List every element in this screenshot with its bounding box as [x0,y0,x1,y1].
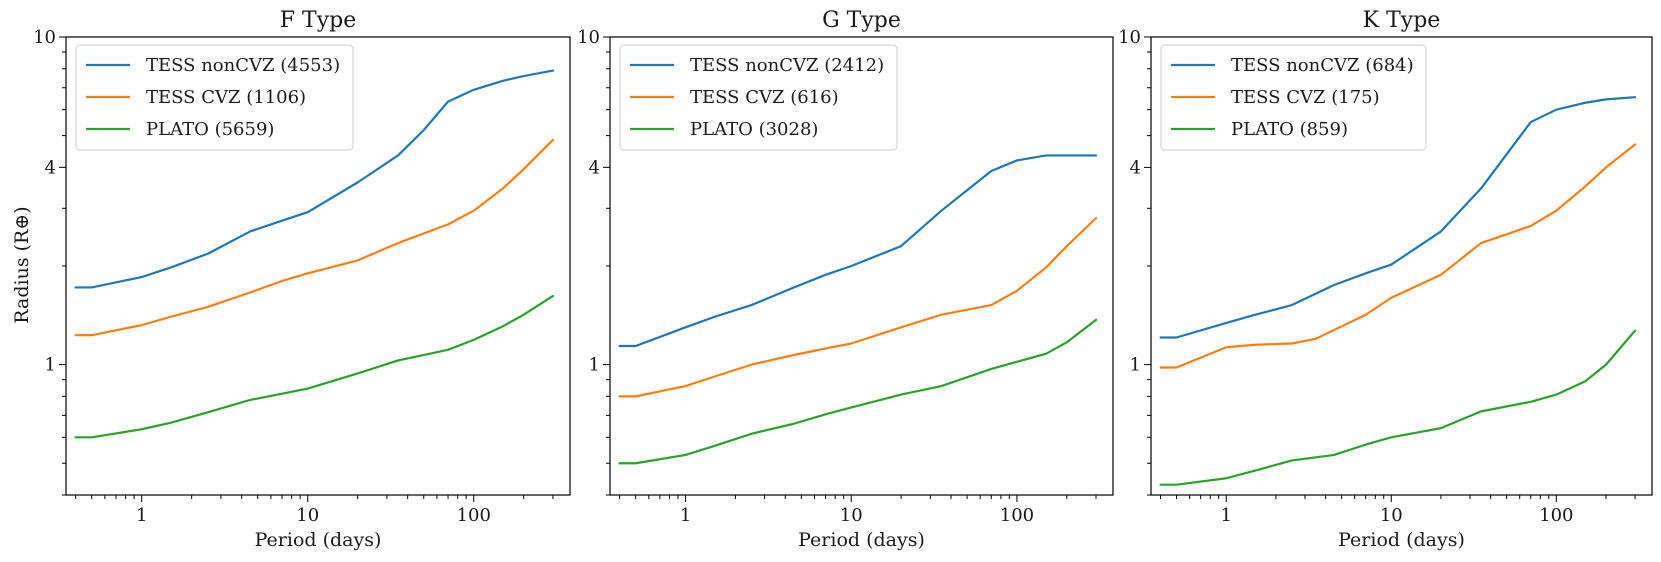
x-axis-label: Period (days) [1338,529,1465,551]
legend-label-2: TESS CVZ (616) [690,87,839,108]
series-line-2 [74,138,555,337]
x-tick-label: 10 [296,505,319,526]
series-line-3 [1159,329,1637,486]
y-axis-label: Radius (R⊕) [11,206,33,323]
y-tick-label: 10 [33,27,56,48]
series-line-1 [74,69,555,289]
legend-label-3: PLATO (3028) [690,119,818,140]
legend-label-1: TESS nonCVZ (684) [1231,55,1414,76]
chart-panel-3: 1 10 100 1 4 10 K Type Period (days) TESS nonCVZ… [1118,8,1653,551]
series-line-1 [618,154,1098,348]
legend-label-2: TESS CVZ (175) [1231,87,1380,108]
x-tick-label: 10 [840,505,863,526]
x-tick-label: 100 [1000,505,1034,526]
panel-title: K Type [1363,8,1441,33]
y-tick-label: 1 [1130,355,1141,376]
legend-label-2: TESS CVZ (1106) [146,87,306,108]
legend-label-1: TESS nonCVZ (2412) [690,55,884,76]
legend-label-3: PLATO (859) [1231,119,1348,140]
chart-panel-2: 1 10 100 1 4 10 G Type Period (days) TESS nonCVZ… [577,8,1114,551]
x-axis-label: Period (days) [255,529,382,551]
series-line-2 [1159,143,1637,369]
chart-panel-1: 1 10 100 1 4 10 F Type Period (days) TESS nonCVZ… [33,8,571,551]
legend-label-1: TESS nonCVZ (4553) [146,55,340,76]
x-tick-label: 10 [1380,505,1403,526]
series-line-3 [618,318,1098,465]
y-tick-label: 4 [1130,157,1141,178]
y-tick-label: 4 [45,157,56,178]
x-tick-label: 100 [457,505,491,526]
series-line-1 [1159,96,1637,339]
legend-box [619,44,898,151]
panel-title: G Type [822,8,901,33]
series-line-2 [618,217,1098,398]
legend-box [75,44,354,151]
legend-box [1160,44,1427,151]
y-tick-label: 10 [1118,27,1141,48]
x-tick-label: 100 [1539,505,1573,526]
y-tick-label: 1 [589,355,600,376]
y-tick-label: 4 [589,157,600,178]
x-tick-label: 1 [136,505,147,526]
y-tick-label: 1 [45,355,56,376]
x-tick-label: 1 [680,505,691,526]
x-axis-label: Period (days) [798,529,925,551]
panel-title: F Type [280,8,356,33]
y-tick-label: 10 [577,27,600,48]
legend-label-3: PLATO (5659) [146,119,274,140]
series-line-3 [74,294,555,439]
x-tick-label: 1 [1221,505,1232,526]
